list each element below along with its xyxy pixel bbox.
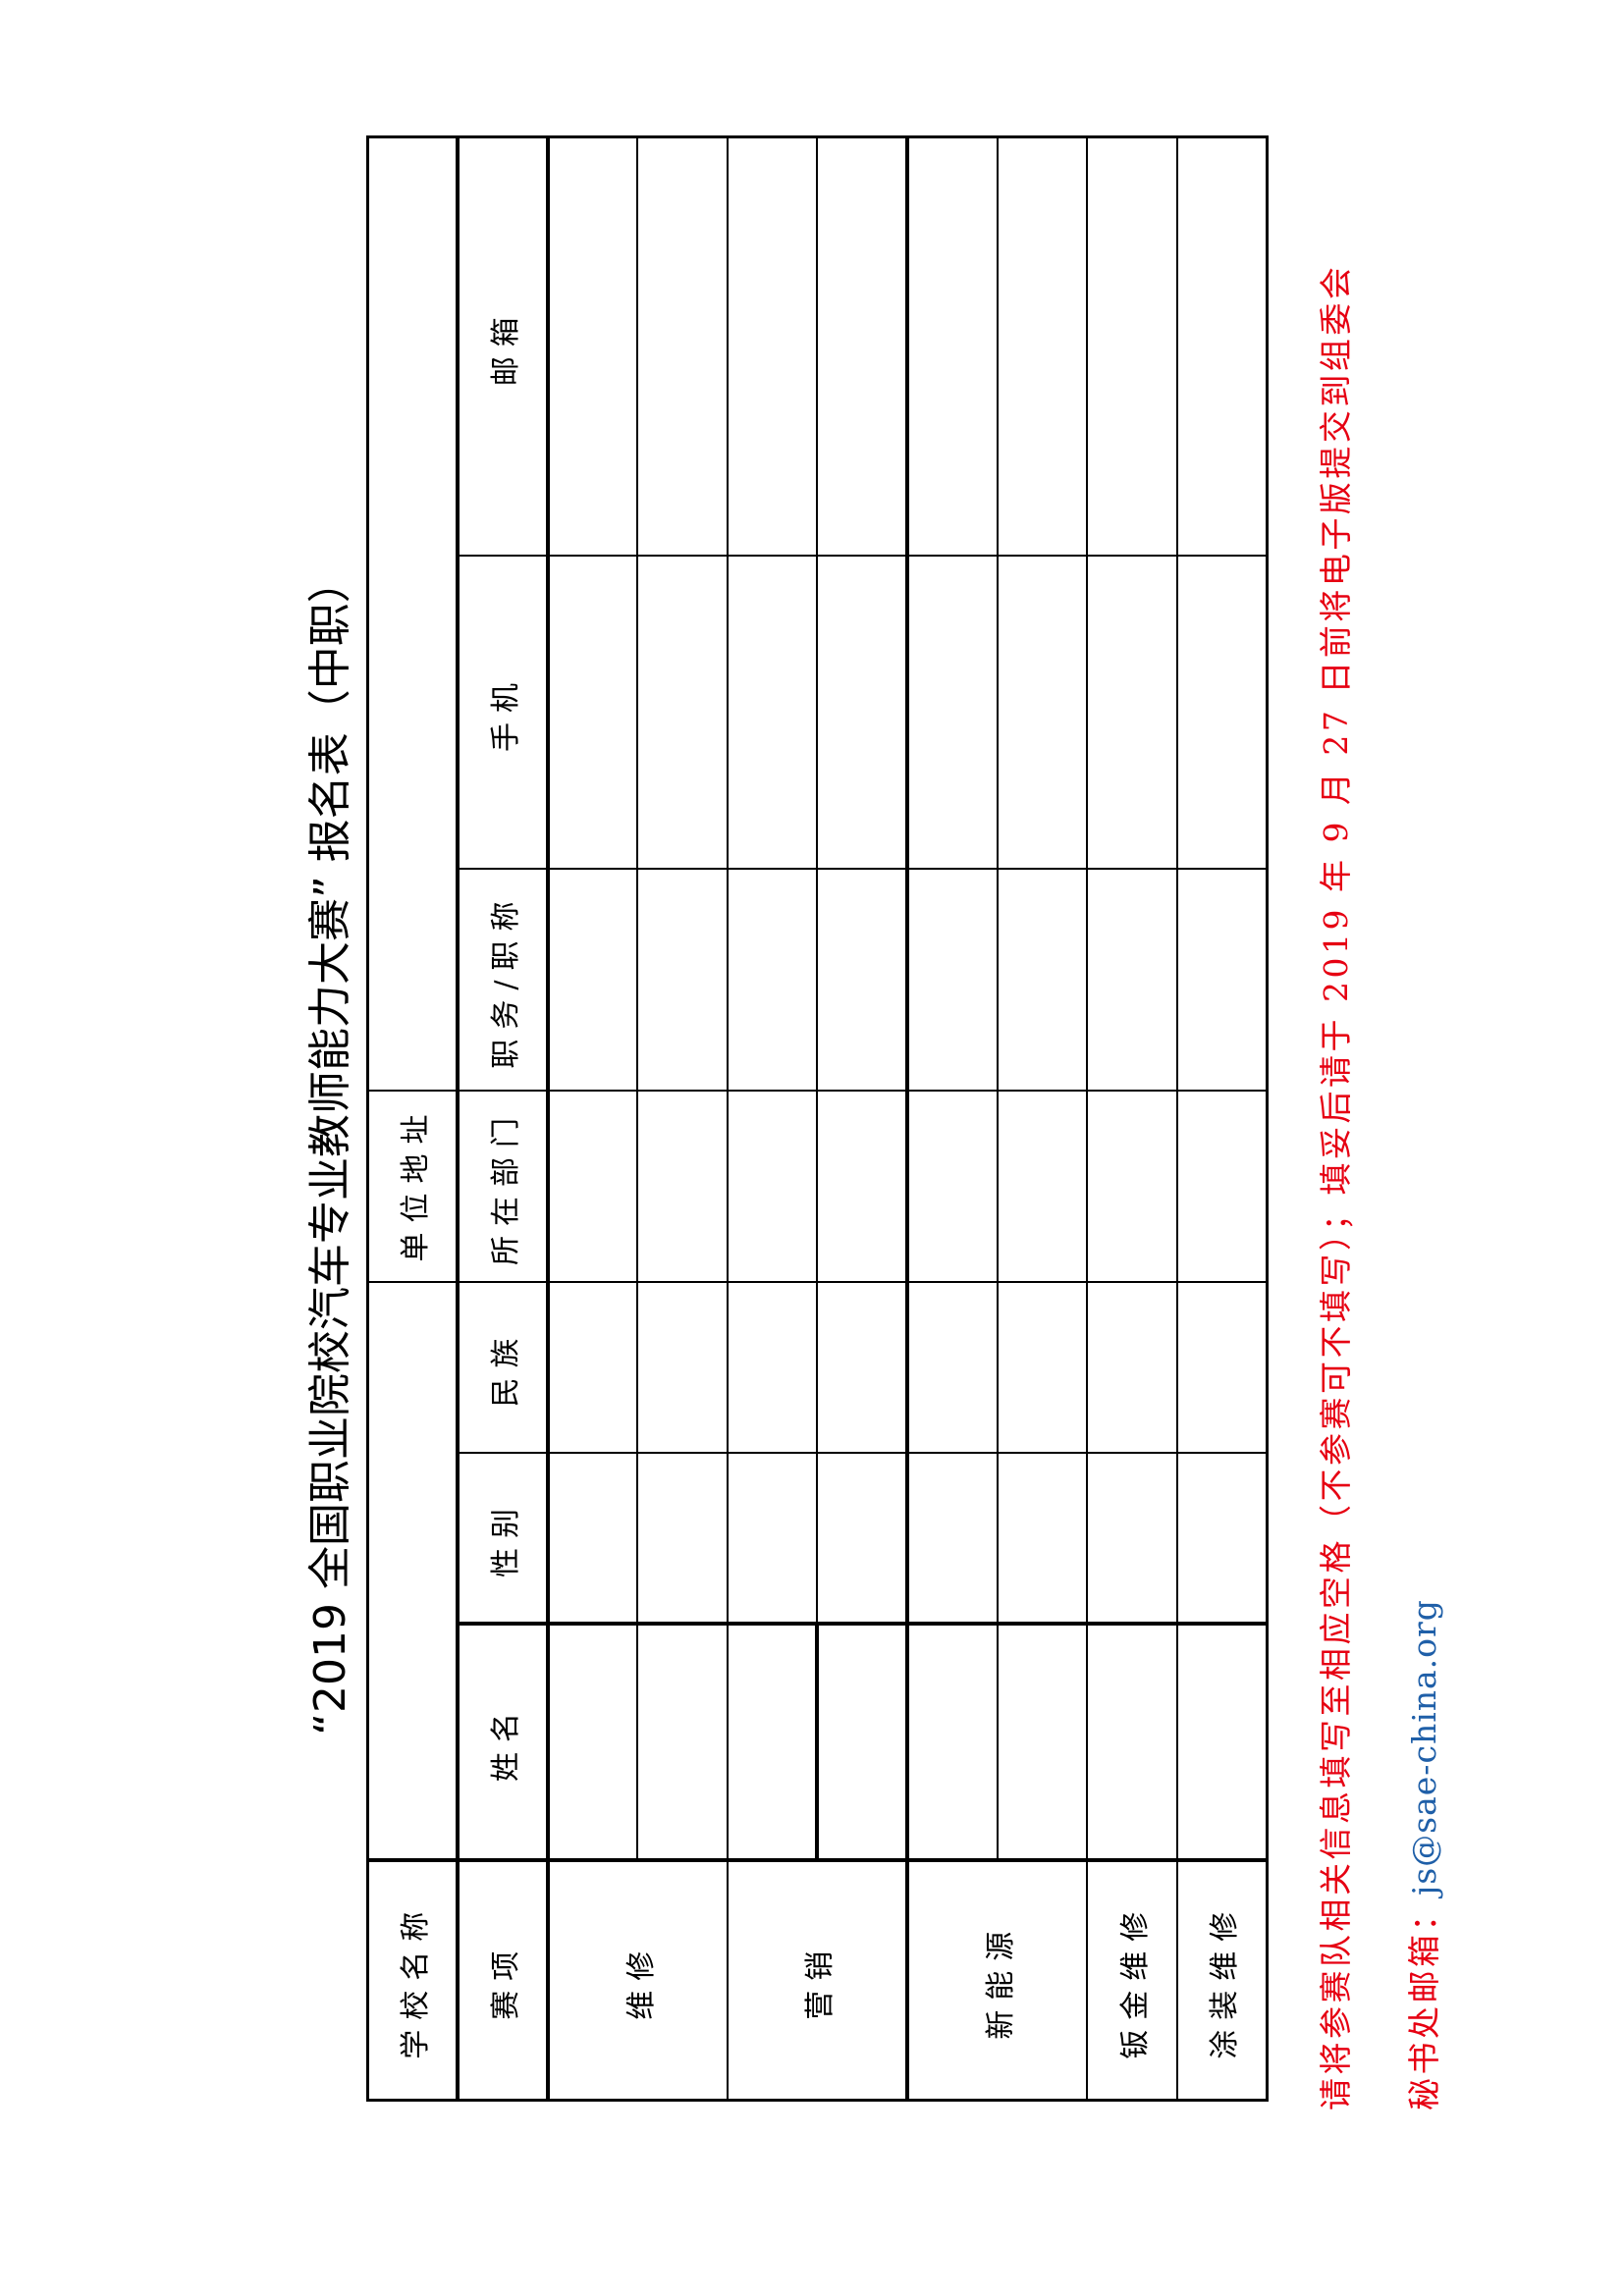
cell-input[interactable] <box>727 869 818 1092</box>
cell-input[interactable] <box>727 136 818 557</box>
cell-input[interactable] <box>547 1091 638 1283</box>
event-new-energy: 新能源 <box>907 1860 1088 2101</box>
header-ethnicity: 民族 <box>458 1282 548 1454</box>
event-sheet-metal: 钣金维修 <box>1087 1860 1177 2101</box>
page-title: “2019 全国职业院校汽车专业教师能力大赛” 报名表（中职） <box>305 560 355 1735</box>
cell-input[interactable] <box>817 1624 908 1861</box>
cell-input[interactable] <box>1087 869 1177 1092</box>
cell-input[interactable] <box>547 869 638 1092</box>
cell-input[interactable] <box>907 1624 998 1861</box>
cell-input[interactable] <box>547 1453 638 1625</box>
cell-input[interactable] <box>1087 1091 1177 1283</box>
header-email: 邮箱 <box>458 136 548 557</box>
header-event: 赛项 <box>458 1860 548 2101</box>
event-painting: 涂装维修 <box>1176 1860 1268 2101</box>
cell-input[interactable] <box>817 556 908 870</box>
school-name-input[interactable] <box>367 1282 459 1861</box>
header-gender: 性别 <box>458 1453 548 1625</box>
cell-input[interactable] <box>997 1091 1088 1283</box>
cell-input[interactable] <box>637 136 728 557</box>
submission-note: 请将参赛队相关信息填写至相应空格（不参赛可不填写）；填妥后请于 2019 年 9… <box>1317 263 1355 2110</box>
cell-input[interactable] <box>1087 1282 1177 1454</box>
cell-input[interactable] <box>817 1282 908 1454</box>
cell-input[interactable] <box>637 1091 728 1283</box>
cell-input[interactable] <box>907 1091 998 1283</box>
contact-line: 秘书处邮箱：js@sae-china.org <box>1398 1599 1445 2110</box>
cell-input[interactable] <box>907 1282 998 1454</box>
cell-input[interactable] <box>817 136 908 557</box>
cell-input[interactable] <box>1176 1453 1268 1625</box>
cell-input[interactable] <box>547 556 638 870</box>
cell-input[interactable] <box>637 1282 728 1454</box>
cell-input[interactable] <box>907 556 998 870</box>
header-department: 所在部门 <box>458 1091 548 1283</box>
cell-input[interactable] <box>997 556 1088 870</box>
cell-input[interactable] <box>1176 136 1268 557</box>
cell-input[interactable] <box>817 1453 908 1625</box>
cell-input[interactable] <box>547 136 638 557</box>
contact-label: 秘书处邮箱： <box>1405 1896 1443 2110</box>
cell-input[interactable] <box>1176 869 1268 1092</box>
event-repair: 维修 <box>547 1860 728 2101</box>
cell-input[interactable] <box>1087 1624 1177 1861</box>
cell-input[interactable] <box>1176 1091 1268 1283</box>
cell-input[interactable] <box>1087 136 1177 557</box>
cell-input[interactable] <box>817 869 908 1092</box>
cell-input[interactable] <box>727 1282 818 1454</box>
address-label: 单位地址 <box>367 1091 459 1283</box>
cell-input[interactable] <box>637 1624 728 1861</box>
cell-input[interactable] <box>637 1453 728 1625</box>
header-position: 职务/职称 <box>458 869 548 1092</box>
cell-input[interactable] <box>727 1091 818 1283</box>
cell-input[interactable] <box>1087 556 1177 870</box>
header-phone: 手机 <box>458 556 548 870</box>
cell-input[interactable] <box>1176 556 1268 870</box>
cell-input[interactable] <box>1176 1282 1268 1454</box>
cell-input[interactable] <box>907 1453 998 1625</box>
event-marketing: 营销 <box>727 1860 908 2101</box>
cell-input[interactable] <box>547 1624 638 1861</box>
cell-input[interactable] <box>637 556 728 870</box>
cell-input[interactable] <box>727 556 818 870</box>
header-name: 姓名 <box>458 1624 548 1861</box>
cell-input[interactable] <box>997 1624 1088 1861</box>
cell-input[interactable] <box>997 1282 1088 1454</box>
cell-input[interactable] <box>1176 1624 1268 1861</box>
cell-input[interactable] <box>817 1091 908 1283</box>
contact-email-link[interactable]: js@sae-china.org <box>1405 1599 1443 1896</box>
cell-input[interactable] <box>637 869 728 1092</box>
cell-input[interactable] <box>907 869 998 1092</box>
school-name-label: 学校名称 <box>367 1860 459 2101</box>
cell-input[interactable] <box>997 1453 1088 1625</box>
cell-input[interactable] <box>727 1624 818 1861</box>
cell-input[interactable] <box>1087 1453 1177 1625</box>
cell-input[interactable] <box>907 136 998 557</box>
cell-input[interactable] <box>997 869 1088 1092</box>
cell-input[interactable] <box>997 136 1088 557</box>
cell-input[interactable] <box>547 1282 638 1454</box>
registration-table: 学校名称 单位地址 赛项 姓名 性别 民族 所在部门 职务/职称 手机 邮箱 维… <box>366 134 1269 2102</box>
cell-input[interactable] <box>727 1453 818 1625</box>
address-input[interactable] <box>367 136 459 1092</box>
